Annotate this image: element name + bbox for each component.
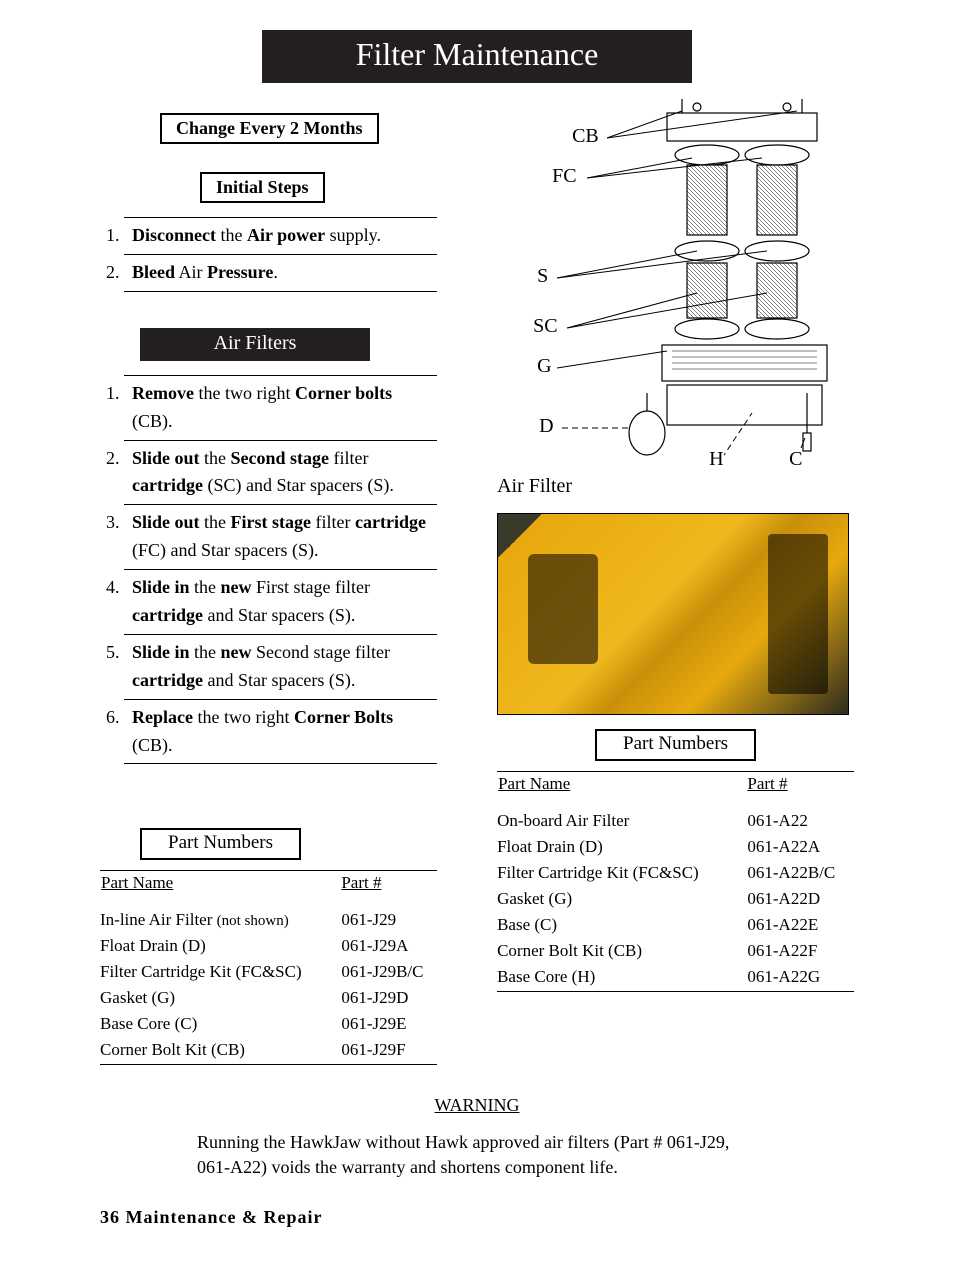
left-column: Change Every 2 Months Initial Steps Disc…: [100, 113, 437, 1065]
part-row: Filter Cartridge Kit (FC&SC)061-A22B/C: [497, 860, 854, 886]
step-item: Disconnect the Air power supply.: [124, 217, 437, 254]
col-part-name: Part Name: [100, 871, 331, 908]
label-c: C: [789, 448, 802, 471]
part-row: Filter Cartridge Kit (FC&SC)061-J29B/C: [100, 959, 437, 985]
label-s: S: [537, 265, 548, 288]
part-row: On-board Air Filter061-A22: [497, 808, 854, 834]
part-row: Corner Bolt Kit (CB)061-A22F: [497, 938, 854, 964]
label-h: H: [709, 448, 723, 471]
page-title: Filter Maintenance: [262, 30, 692, 83]
part-numbers-heading-left: Part Numbers: [140, 828, 301, 860]
part-row: Base Core (H)061-A22G: [497, 964, 854, 992]
step-item: Slide in the new First stage filter cart…: [124, 569, 437, 634]
warning-block: WARNING Running the HawkJaw without Hawk…: [100, 1095, 854, 1179]
label-airfilter: Air Filter: [497, 475, 572, 498]
right-column: CB FC S SC G D H C Air Filter Part Numbe…: [497, 113, 854, 1065]
initial-steps-list: Disconnect the Air power supply.Bleed Ai…: [100, 217, 437, 292]
part-row: Base (C)061-A22E: [497, 912, 854, 938]
air-filters-heading: Air Filters: [140, 328, 370, 361]
change-interval-box: Change Every 2 Months: [160, 113, 379, 144]
part-row: Corner Bolt Kit (CB)061-J29F: [100, 1037, 437, 1065]
air-filter-photo: [497, 513, 849, 715]
warning-heading: WARNING: [100, 1095, 854, 1116]
col-part-num: Part #: [737, 772, 854, 809]
label-cb: CB: [572, 125, 599, 148]
label-sc: SC: [533, 315, 557, 338]
step-item: Replace the two right Corner Bolts (CB).: [124, 699, 437, 765]
label-d: D: [539, 415, 553, 438]
part-row: Gasket (G)061-A22D: [497, 886, 854, 912]
warning-text: Running the HawkJaw without Hawk approve…: [197, 1130, 757, 1179]
step-item: Slide out the Second stage filter cartri…: [124, 440, 437, 505]
step-item: Bleed Air Pressure.: [124, 254, 437, 292]
label-g: G: [537, 355, 551, 378]
parts-table-right: Part Name Part # On-board Air Filter061-…: [497, 771, 854, 992]
col-part-num: Part #: [331, 871, 437, 908]
part-row: Base Core (C)061-J29E: [100, 1011, 437, 1037]
step-item: Remove the two right Corner bolts (CB).: [124, 375, 437, 440]
parts-table-left: Part Name Part # In-line Air Filter (not…: [100, 870, 437, 1065]
part-row: Gasket (G)061-J29D: [100, 985, 437, 1011]
part-row: Float Drain (D)061-A22A: [497, 834, 854, 860]
part-row: In-line Air Filter (not shown)061-J29: [100, 907, 437, 933]
label-fc: FC: [552, 165, 576, 188]
air-filter-diagram: CB FC S SC G D H C Air Filter: [497, 93, 854, 507]
step-item: Slide in the new Second stage filter car…: [124, 634, 437, 699]
air-filter-steps-list: Remove the two right Corner bolts (CB).S…: [100, 375, 437, 765]
step-item: Slide out the First stage filter cartrid…: [124, 504, 437, 569]
part-numbers-heading-right: Part Numbers: [595, 729, 756, 761]
part-row: Float Drain (D)061-J29A: [100, 933, 437, 959]
initial-steps-box: Initial Steps: [200, 172, 325, 203]
col-part-name: Part Name: [497, 772, 737, 809]
page-footer: 36 Maintenance & Repair: [100, 1207, 854, 1228]
